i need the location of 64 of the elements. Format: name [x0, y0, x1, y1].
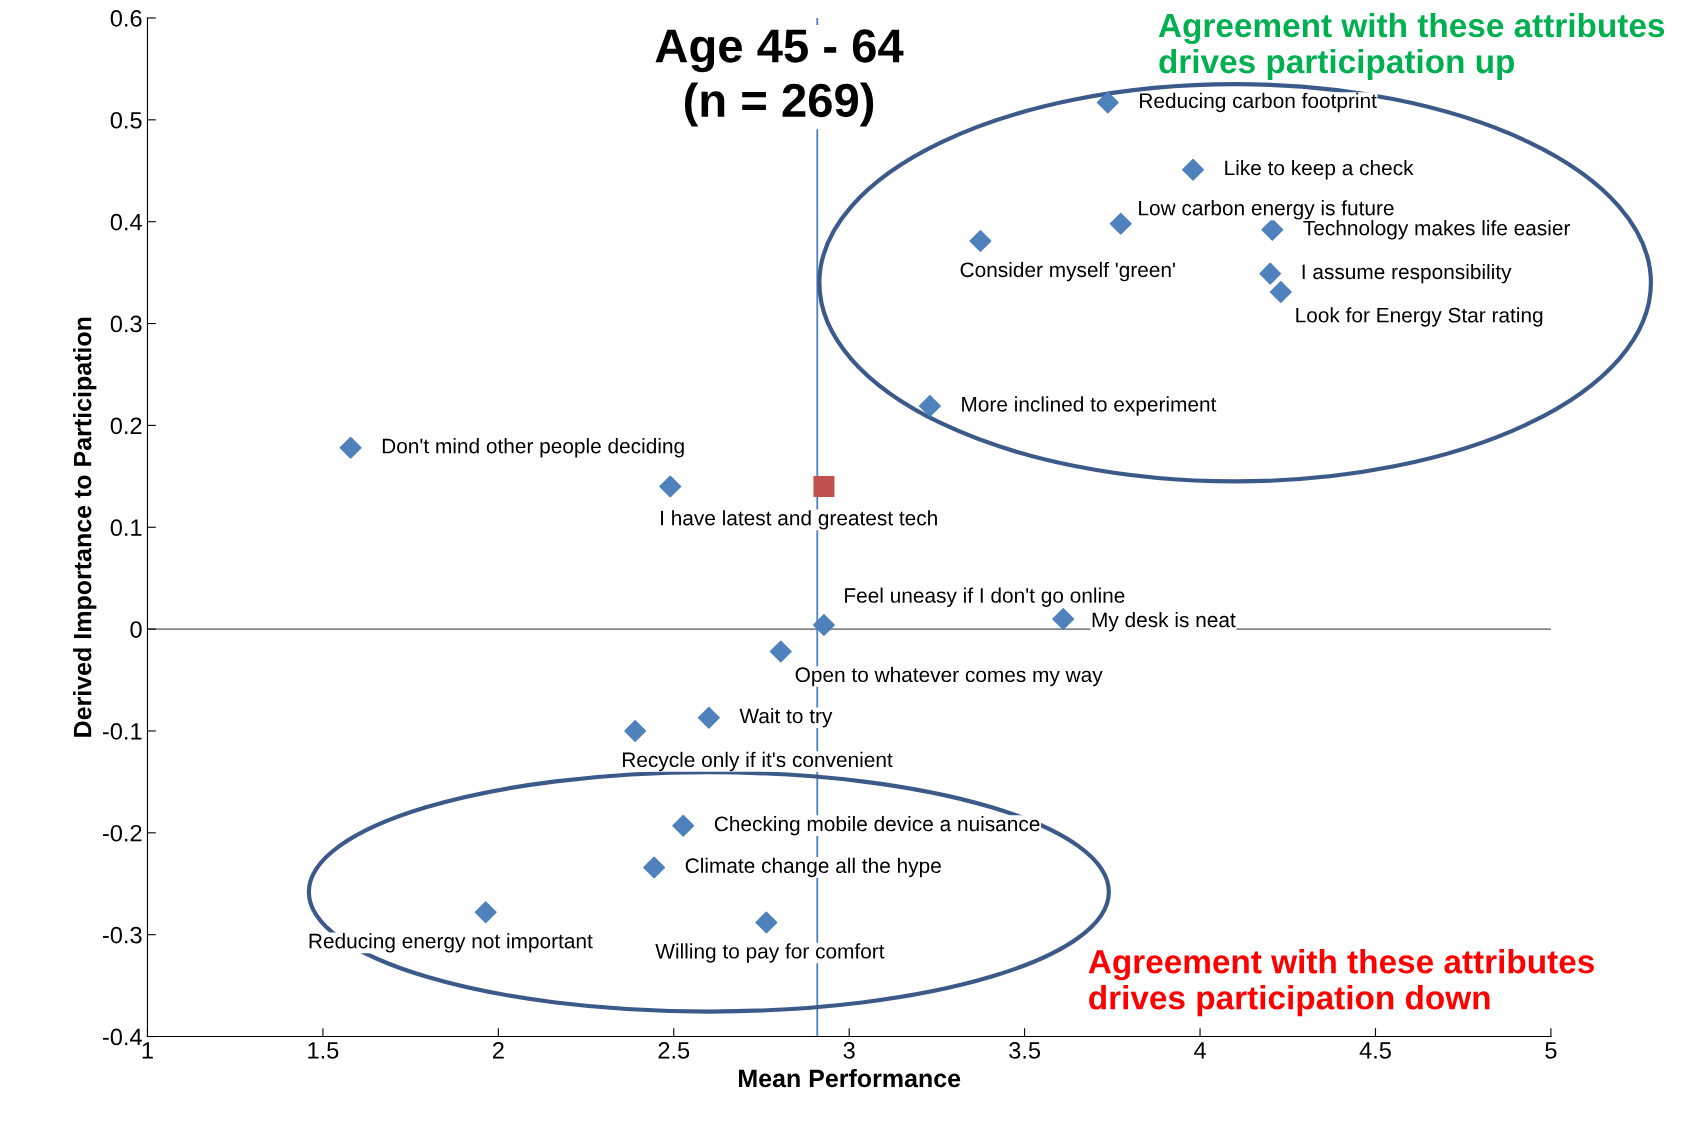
annotation: Checking mobile device a nuisance — [714, 815, 1040, 836]
point — [659, 475, 682, 498]
point — [1182, 158, 1205, 181]
y-tick-label: 0 — [130, 621, 142, 638]
point — [1261, 218, 1284, 241]
point — [769, 640, 792, 663]
point — [672, 814, 695, 837]
y-tick-label: 0.5 — [110, 111, 142, 129]
annotation: My desk is neat — [1092, 611, 1236, 632]
y-tick-label: 0.3 — [110, 315, 142, 333]
annotation: Open to whatever comes my way — [795, 666, 1103, 687]
x-tick-label: 1.5 — [308, 1042, 339, 1059]
point — [474, 901, 497, 924]
annotation: Don't mind other people deciding — [382, 438, 684, 458]
annotation: Feel uneasy if I don't go online — [845, 587, 1125, 607]
annotation: Consider myself 'green' — [960, 261, 1175, 282]
x-tick-label: 2.5 — [658, 1042, 690, 1059]
point — [624, 719, 647, 742]
point — [1052, 607, 1075, 630]
annotation: I assume responsibility — [1302, 263, 1512, 284]
y-tick-label: -0.1 — [102, 723, 142, 740]
y-tick-label: 0.2 — [110, 417, 142, 435]
point — [813, 475, 835, 498]
annotation: Willing to pay for comfort — [655, 943, 885, 963]
point — [643, 856, 666, 879]
y-tick-label: -0.2 — [102, 824, 142, 842]
point — [755, 911, 778, 934]
y-tick-label: 0.6 — [110, 10, 142, 27]
point — [1109, 212, 1132, 235]
point — [339, 436, 362, 459]
text: Age 45 - 64 (n = 269) — [655, 29, 904, 127]
annotation: Climate change all the hype — [685, 857, 941, 878]
x-tick-label: 3.5 — [1009, 1042, 1041, 1059]
point — [1096, 91, 1119, 114]
point — [969, 230, 992, 253]
annotation: Look for Energy Star rating — [1296, 307, 1543, 327]
annotation: Agreement with these attributes drives participation down — [1088, 949, 1594, 1017]
point — [697, 706, 720, 729]
y-tick-label: -0.4 — [102, 1028, 142, 1046]
annotation: Reducing energy not important — [309, 933, 593, 953]
y-tick-label: 0.1 — [110, 519, 142, 537]
x-tick-label: 4.5 — [1359, 1042, 1391, 1059]
annotation: Like to keep a check — [1225, 160, 1414, 180]
y-tick-label: 0.4 — [110, 213, 142, 231]
y-axis-title: Derived Importance to Participation — [73, 317, 97, 737]
annotation: Low carbon energy is future — [1139, 200, 1394, 220]
point — [1259, 262, 1282, 285]
point — [918, 395, 941, 418]
annotation: Recycle only if it's convenient — [622, 751, 893, 772]
annotation: I have latest and greatest tech — [661, 510, 937, 530]
y-tick-label: -0.3 — [102, 926, 142, 944]
x-tick-label: 5 — [1545, 1042, 1557, 1059]
annotation: Wait to try — [739, 708, 833, 728]
point — [812, 614, 835, 637]
annotation: More inclined to experiment — [962, 396, 1217, 416]
point — [1269, 280, 1292, 303]
annotation: Technology makes life easier — [1303, 220, 1571, 240]
x-tick-label: 4 — [1194, 1042, 1206, 1059]
x-tick-label: 3 — [843, 1042, 855, 1059]
annotation: Reducing carbon footprint — [1140, 92, 1377, 113]
annotation: Agreement with these attributes drives participation up — [1158, 12, 1665, 80]
x-tick-label: 1 — [142, 1042, 153, 1059]
x-tick-label: 2 — [492, 1042, 504, 1059]
x-axis-title: Mean Performance — [739, 1068, 961, 1088]
